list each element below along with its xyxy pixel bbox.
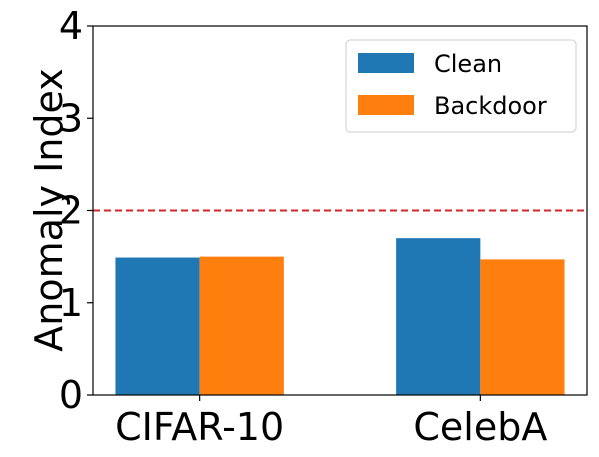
y-tick-label-0: 0 [59,373,83,417]
plot-area: 0 1 2 3 4 CIFAR-10 CelebA [59,4,588,449]
bar-clean-cifar-10 [115,257,200,395]
legend-label-clean: Clean [434,50,502,78]
y-axis-label: Anomaly Index [27,68,71,351]
x-tick-label-celeba: CelebA [413,405,547,449]
legend-swatch-clean [358,53,414,73]
x-tick-label-cifar-10: CIFAR-10 [115,405,284,449]
bar-backdoor-celeba [480,259,565,395]
legend-swatch-backdoor [358,95,414,115]
y-tick-label-2: 2 [59,189,83,233]
bar-backdoor-cifar-10 [199,256,284,395]
bar-clean-celeba [396,238,481,395]
y-tick-label-1: 1 [59,281,83,325]
y-tick-label-3: 3 [59,96,83,140]
y-tick-label-4: 4 [59,4,83,48]
legend-label-backdoor: Backdoor [434,92,547,120]
legend: Clean Backdoor [345,39,577,133]
